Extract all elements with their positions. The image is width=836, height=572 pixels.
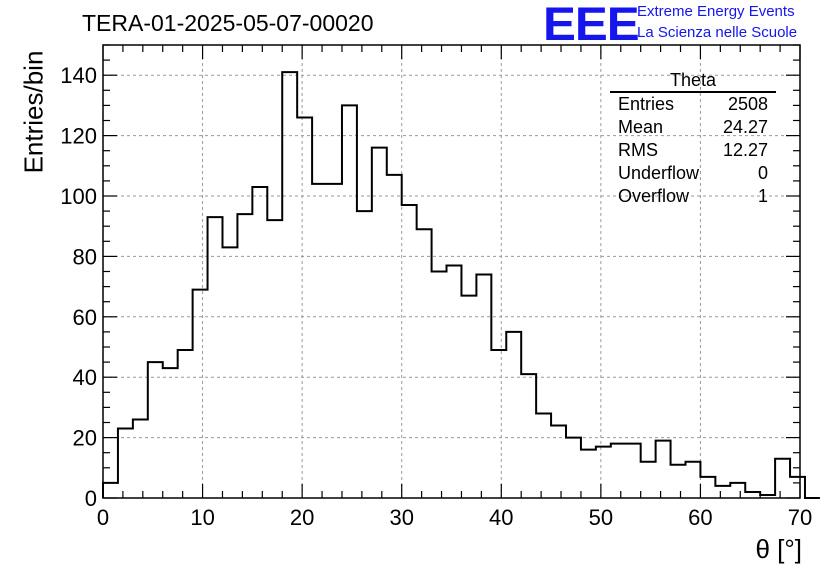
eee-logo: EEE [543,0,640,50]
stats-box: Theta Entries 2508 Mean 24.27 RMS 12.27 … [610,70,776,208]
stats-value: 1 [757,186,768,206]
grid-lines [103,45,800,498]
stats-row-entries: Entries 2508 [610,93,776,116]
y-axis-label: Entries/bin [18,50,49,174]
stats-row-underflow: Underflow 0 [610,162,776,185]
histogram-series [102,71,820,499]
stats-label: Overflow [618,186,690,206]
x-tick-label: 10 [190,505,214,530]
axis-ticks [102,44,801,499]
y-tick-label: 0 [85,486,97,511]
y-tick-label: 60 [73,305,97,330]
x-tick-label: 30 [389,505,413,530]
stats-label: Entries [618,94,675,114]
stats-row-overflow: Overflow 1 [610,185,776,208]
y-tick-label: 140 [60,63,97,88]
y-tick-label: 100 [60,184,97,209]
stats-value: 24.27 [722,117,768,137]
stats-title: Theta [610,70,776,93]
y-tick-label: 40 [73,365,97,390]
stats-value: 0 [757,163,768,183]
plot-title: TERA-01-2025-05-07-00020 [82,10,374,36]
org-name-line1: Extreme Energy Events [637,3,795,20]
x-tick-label: 70 [788,505,812,530]
stats-row-mean: Mean 24.27 [610,116,776,139]
stats-row-rms: RMS 12.27 [610,139,776,162]
x-tick-label: 40 [489,505,513,530]
y-tick-label: 120 [60,124,97,149]
stats-label: Underflow [618,163,700,183]
stats-label: Mean [618,117,664,137]
x-tick-label: 0 [97,505,109,530]
x-tick-label: 60 [688,505,712,530]
x-tick-label: 20 [290,505,314,530]
stats-value: 2508 [727,94,768,114]
y-tick-label: 20 [73,426,97,451]
x-tick-label: 50 [589,505,613,530]
org-name-line2: La Scienza nelle Scuole [637,24,798,41]
stats-label: RMS [618,140,658,160]
x-axis-label: θ [°] [755,534,802,564]
y-tick-label: 80 [73,244,97,269]
stats-value: 12.27 [722,140,768,160]
